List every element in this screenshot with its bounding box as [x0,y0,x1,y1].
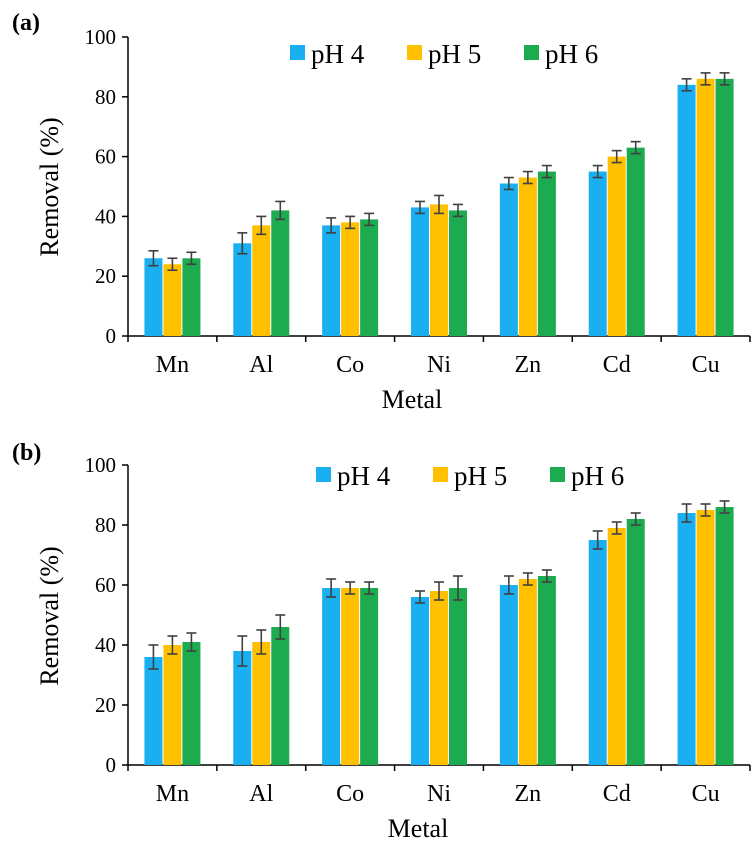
bar-ph6 [626,147,645,336]
bar-ph6 [360,588,379,765]
x-tick-label: Cd [603,352,631,378]
x-tick-label: Cu [692,352,720,378]
x-tick-label: Mn [156,781,189,807]
legend-swatch-ph5 [407,45,422,60]
bar-ph5 [341,222,360,336]
bar-ph5 [341,588,360,765]
y-tick-label: 40 [95,204,116,228]
bar-ph5 [696,510,715,765]
bar-ph6 [182,642,201,765]
bar-ph5 [607,528,626,765]
bar-ph4 [499,183,518,336]
bar-ph4 [322,588,341,765]
y-axis-title: Removal (%) [35,546,64,685]
y-tick-label: 60 [95,573,116,597]
bar-ph5 [518,579,537,765]
chart-panel-a: (a) Removal (%) Metal pH 4 pH 5 pH 6 0 20… [12,10,751,414]
bar-ph5 [518,177,537,336]
x-tick-label: Cu [692,781,720,807]
bar-ph4 [588,171,607,336]
legend-label-ph5: pH 5 [454,461,507,491]
bar-ph4 [677,513,696,765]
bar-ph6 [537,171,556,336]
legend-swatch-ph4 [316,467,331,482]
legend-swatch-ph6 [524,45,539,60]
bar-ph6 [360,219,379,336]
legend-label-ph5: pH 5 [428,39,481,69]
legend-label-ph4: pH 4 [311,39,365,69]
bar-ph4 [411,207,429,336]
x-tick-label: Cd [603,781,631,807]
y-tick-label: 40 [95,633,116,657]
y-tick-label: 20 [95,264,116,288]
x-tick-label: Ni [427,781,451,807]
bar-ph4 [144,258,163,336]
chart-panel-b: (b) Removal (%) Metal pH 4 pH 5 pH 6 0 20… [12,440,751,843]
bar-ph5 [607,156,626,336]
y-tick-label: 100 [85,453,117,477]
x-tick-label: Co [336,352,364,378]
y-tick-label: 0 [106,324,117,348]
y-tick-label: 100 [85,25,117,49]
bar-ph5 [163,645,182,765]
bar-ph5 [696,78,715,337]
y-tick-label: 20 [95,693,116,717]
bar-ph5 [252,225,271,336]
bar-ph5 [252,642,271,765]
x-tick-label: Zn [515,352,542,378]
legend: pH 4 pH 5 pH 6 [316,461,624,491]
bar-ph4 [411,597,429,765]
bar-ph4 [322,225,341,336]
y-tick-label: 60 [95,145,116,169]
x-tick-label: Al [249,352,273,378]
bar-ph4 [677,84,696,336]
panel-label: (a) [12,10,40,36]
bar-ph4 [233,651,252,765]
x-tick-label: Al [249,781,273,807]
bar-ph5 [430,591,448,765]
legend-swatch-ph5 [433,467,448,482]
bar-ph5 [430,204,448,336]
legend-label-ph6: pH 6 [545,39,598,69]
bar-ph6 [271,210,290,336]
x-tick-label: Co [336,781,364,807]
bar-ph4 [588,540,607,765]
bar-ph4 [499,585,518,765]
bar-ph5 [163,264,182,336]
bar-ph6 [449,210,467,336]
bar-ph6 [715,78,734,337]
legend-swatch-ph4 [290,45,305,60]
legend: pH 4 pH 5 pH 6 [290,39,598,69]
x-axis-title: Metal [388,814,449,843]
bar-ph6 [626,519,645,765]
legend-label-ph4: pH 4 [337,461,391,491]
y-tick-label: 0 [106,753,117,777]
bar-ph6 [182,258,201,336]
panel-label: (b) [12,440,41,466]
x-tick-label: Mn [156,352,189,378]
bar-ph6 [537,576,556,765]
bar-ph4 [144,657,163,765]
x-tick-label: Ni [427,352,451,378]
y-tick-label: 80 [95,85,116,109]
bar-ph6 [271,627,290,765]
legend-label-ph6: pH 6 [571,461,624,491]
bar-ph6 [715,507,734,765]
x-axis-title: Metal [382,385,443,414]
bar-ph4 [233,243,252,336]
x-tick-label: Zn [515,781,542,807]
bar-ph6 [449,588,467,765]
y-axis-title: Removal (%) [35,117,64,256]
legend-swatch-ph6 [550,467,565,482]
y-tick-label: 80 [95,513,116,537]
